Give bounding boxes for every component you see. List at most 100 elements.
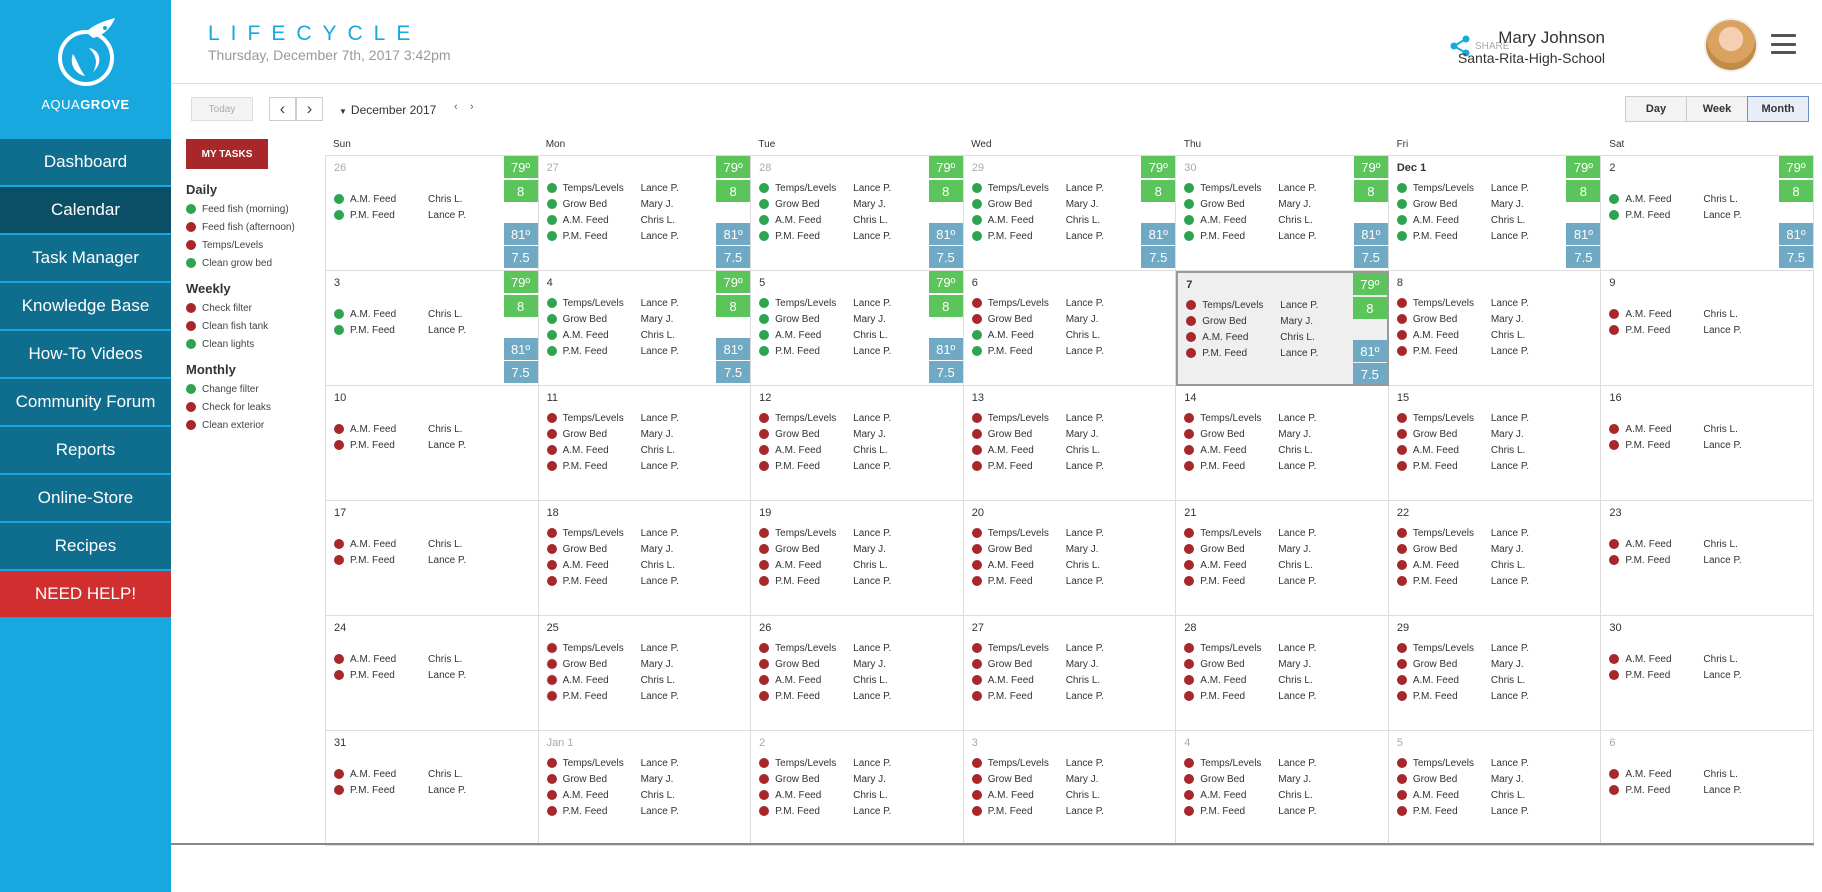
previous-month-button[interactable]: ‹ xyxy=(269,97,296,121)
calendar-event[interactable]: P.M. Feed Lance P. xyxy=(546,573,743,589)
calendar-day[interactable]: 6 Temps/Levels Lance P. Grow Bed Mary J. A.M.… xyxy=(963,271,1177,386)
calendar-event[interactable]: Temps/Levels Lance P. xyxy=(971,180,1168,196)
calendar-event[interactable]: P.M. Feed Lance P. xyxy=(759,458,955,474)
calendar-event[interactable]: A.M. Feed Chris L. xyxy=(546,787,743,803)
calendar-event[interactable]: A.M. Feed Chris L. xyxy=(1609,421,1805,437)
calendar-day[interactable]: 26 Temps/Levels Lance P. Grow Bed Mary J. A.M… xyxy=(751,616,964,731)
calendar-day[interactable]: 20 Temps/Levels Lance P. Grow Bed Mary J. A.M… xyxy=(963,501,1177,616)
calendar-day[interactable]: 30 Temps/Levels Lance P. Grow Bed Mary J. A.M… xyxy=(1176,156,1389,271)
calendar-event[interactable]: P.M. Feed Lance P. xyxy=(759,688,955,704)
calendar-event[interactable]: P.M. Feed Lance P. xyxy=(759,803,955,819)
calendar-event[interactable]: Grow Bed Mary J. xyxy=(546,656,743,672)
calendar-event[interactable]: A.M. Feed Chris L. xyxy=(759,787,955,803)
calendar-event[interactable]: A.M. Feed Chris L. xyxy=(971,787,1168,803)
calendar-event[interactable]: P.M. Feed Lance P. xyxy=(971,458,1168,474)
calendar-event[interactable]: Temps/Levels Lance P. xyxy=(1184,525,1380,541)
calendar-event[interactable]: P.M. Feed Lance P. xyxy=(1184,228,1380,244)
calendar-event[interactable]: P.M. Feed Lance P. xyxy=(971,573,1168,589)
today-button[interactable]: Today xyxy=(191,97,253,121)
calendar-event[interactable]: A.M. Feed Chris L. xyxy=(546,442,743,458)
calendar-event[interactable]: Temps/Levels Lance P. xyxy=(1186,297,1379,313)
calendar-event[interactable]: A.M. Feed Chris L. xyxy=(334,766,530,782)
calendar-event[interactable]: Grow Bed Mary J. xyxy=(759,426,955,442)
calendar-event[interactable]: P.M. Feed Lance P. xyxy=(971,688,1168,704)
calendar-event[interactable]: Grow Bed Mary J. xyxy=(759,771,955,787)
calendar-event[interactable]: Temps/Levels Lance P. xyxy=(1184,410,1380,426)
calendar-event[interactable]: Temps/Levels Lance P. xyxy=(1396,180,1593,196)
brand-logo[interactable]: AQUAGROVE xyxy=(0,0,171,137)
calendar-event[interactable]: A.M. Feed Chris L. xyxy=(1609,191,1805,207)
calendar-event[interactable]: P.M. Feed Lance P. xyxy=(334,322,530,338)
calendar-event[interactable]: Temps/Levels Lance P. xyxy=(759,180,955,196)
calendar-day[interactable]: 28 Temps/Levels Lance P. Grow Bed Mary J. A.M… xyxy=(751,156,964,271)
calendar-event[interactable]: P.M. Feed Lance P. xyxy=(1184,458,1380,474)
calendar-event[interactable]: P.M. Feed Lance P. xyxy=(1184,573,1380,589)
calendar-event[interactable]: A.M. Feed Chris L. xyxy=(759,327,955,343)
calendar-day[interactable]: 29 Temps/Levels Lance P. Grow Bed Mary J. A.M… xyxy=(963,156,1177,271)
calendar-event[interactable]: Temps/Levels Lance P. xyxy=(1396,295,1593,311)
calendar-event[interactable]: A.M. Feed Chris L. xyxy=(759,557,955,573)
calendar-event[interactable]: P.M. Feed Lance P. xyxy=(971,803,1168,819)
calendar-day[interactable]: 16 A.M. Feed Chris L. P.M. Feed Lance P. xyxy=(1601,386,1814,501)
mini-prev-icon[interactable]: ‹ xyxy=(454,101,458,113)
calendar-day[interactable]: Jan 1 Temps/Levels Lance P. Grow Bed Mary J.… xyxy=(538,731,752,846)
calendar-event[interactable]: A.M. Feed Chris L. xyxy=(546,212,743,228)
calendar-event[interactable]: A.M. Feed Chris L. xyxy=(334,306,530,322)
calendar-event[interactable]: Temps/Levels Lance P. xyxy=(759,640,955,656)
calendar-event[interactable]: A.M. Feed Chris L. xyxy=(971,557,1168,573)
calendar-event[interactable]: Grow Bed Mary J. xyxy=(1184,541,1380,557)
calendar-day[interactable]: 3 A.M. Feed Chris L. P.M. Feed Lance P. 79º 8 8… xyxy=(326,271,539,386)
calendar-day[interactable]: 4 Temps/Levels Lance P. Grow Bed Mary J. A.M.… xyxy=(1176,731,1389,846)
task-item[interactable]: Clean lights xyxy=(186,335,326,353)
sidebar-item-reports[interactable]: Reports xyxy=(0,427,171,473)
calendar-event[interactable]: A.M. Feed Chris L. xyxy=(1609,766,1805,782)
calendar-event[interactable]: P.M. Feed Lance P. xyxy=(1396,803,1593,819)
calendar-event[interactable]: Grow Bed Mary J. xyxy=(759,656,955,672)
calendar-event[interactable]: P.M. Feed Lance P. xyxy=(1396,343,1593,359)
calendar-event[interactable]: Grow Bed Mary J. xyxy=(1396,426,1593,442)
calendar-day[interactable]: 24 A.M. Feed Chris L. P.M. Feed Lance P. xyxy=(326,616,539,731)
calendar-event[interactable]: A.M. Feed Chris L. xyxy=(971,672,1168,688)
calendar-event[interactable]: P.M. Feed Lance P. xyxy=(1186,345,1379,361)
calendar-event[interactable]: Grow Bed Mary J. xyxy=(971,426,1168,442)
calendar-event[interactable]: A.M. Feed Chris L. xyxy=(1396,787,1593,803)
calendar-event[interactable]: Temps/Levels Lance P. xyxy=(546,640,743,656)
calendar-event[interactable]: Grow Bed Mary J. xyxy=(1184,426,1380,442)
calendar-event[interactable]: Temps/Levels Lance P. xyxy=(759,295,955,311)
calendar-event[interactable]: A.M. Feed Chris L. xyxy=(334,536,530,552)
calendar-day[interactable]: 27 Temps/Levels Lance P. Grow Bed Mary J. A.M… xyxy=(538,156,752,271)
calendar-event[interactable]: Temps/Levels Lance P. xyxy=(1184,755,1380,771)
task-item[interactable]: Temps/Levels xyxy=(186,236,326,254)
calendar-event[interactable]: P.M. Feed Lance P. xyxy=(759,343,955,359)
calendar-event[interactable]: P.M. Feed Lance P. xyxy=(1609,437,1805,453)
calendar-event[interactable]: A.M. Feed Chris L. xyxy=(1184,672,1380,688)
calendar-event[interactable]: A.M. Feed Chris L. xyxy=(1184,442,1380,458)
calendar-event[interactable]: Temps/Levels Lance P. xyxy=(971,755,1168,771)
calendar-day[interactable]: 17 A.M. Feed Chris L. P.M. Feed Lance P. xyxy=(326,501,539,616)
calendar-event[interactable]: P.M. Feed Lance P. xyxy=(1609,552,1805,568)
next-month-button[interactable]: › xyxy=(296,97,323,121)
calendar-event[interactable]: P.M. Feed Lance P. xyxy=(1609,207,1805,223)
calendar-event[interactable]: Temps/Levels Lance P. xyxy=(971,525,1168,541)
calendar-event[interactable]: Grow Bed Mary J. xyxy=(759,196,955,212)
calendar-event[interactable]: A.M. Feed Chris L. xyxy=(1396,212,1593,228)
calendar-event[interactable]: P.M. Feed Lance P. xyxy=(334,552,530,568)
sidebar-item-task-manager[interactable]: Task Manager xyxy=(0,235,171,281)
sidebar-item-how-to-videos[interactable]: How-To Videos xyxy=(0,331,171,377)
calendar-event[interactable]: Grow Bed Mary J. xyxy=(1396,196,1593,212)
view-week-button[interactable]: Week xyxy=(1686,96,1748,122)
calendar-event[interactable]: A.M. Feed Chris L. xyxy=(334,421,530,437)
calendar-event[interactable]: Temps/Levels Lance P. xyxy=(971,295,1168,311)
calendar-day[interactable]: 18 Temps/Levels Lance P. Grow Bed Mary J. A.M… xyxy=(538,501,752,616)
calendar-event[interactable]: P.M. Feed Lance P. xyxy=(759,573,955,589)
calendar-day[interactable]: 12 Temps/Levels Lance P. Grow Bed Mary J. A.M… xyxy=(751,386,964,501)
calendar-event[interactable]: A.M. Feed Chris L. xyxy=(759,672,955,688)
calendar-event[interactable]: Grow Bed Mary J. xyxy=(971,541,1168,557)
calendar-day[interactable]: 29 Temps/Levels Lance P. Grow Bed Mary J. A.M… xyxy=(1388,616,1602,731)
calendar-day[interactable]: Dec 1 Temps/Levels Lance P. Grow Bed Mary J.… xyxy=(1388,156,1602,271)
calendar-day-today[interactable]: 7 Temps/Levels Lance P. Grow Bed Mary J. A.M.… xyxy=(1176,271,1389,386)
calendar-event[interactable]: P.M. Feed Lance P. xyxy=(546,803,743,819)
calendar-day[interactable]: 27 Temps/Levels Lance P. Grow Bed Mary J. A.M… xyxy=(963,616,1177,731)
calendar-day[interactable]: 10 A.M. Feed Chris L. P.M. Feed Lance P. xyxy=(326,386,539,501)
calendar-event[interactable]: P.M. Feed Lance P. xyxy=(334,437,530,453)
